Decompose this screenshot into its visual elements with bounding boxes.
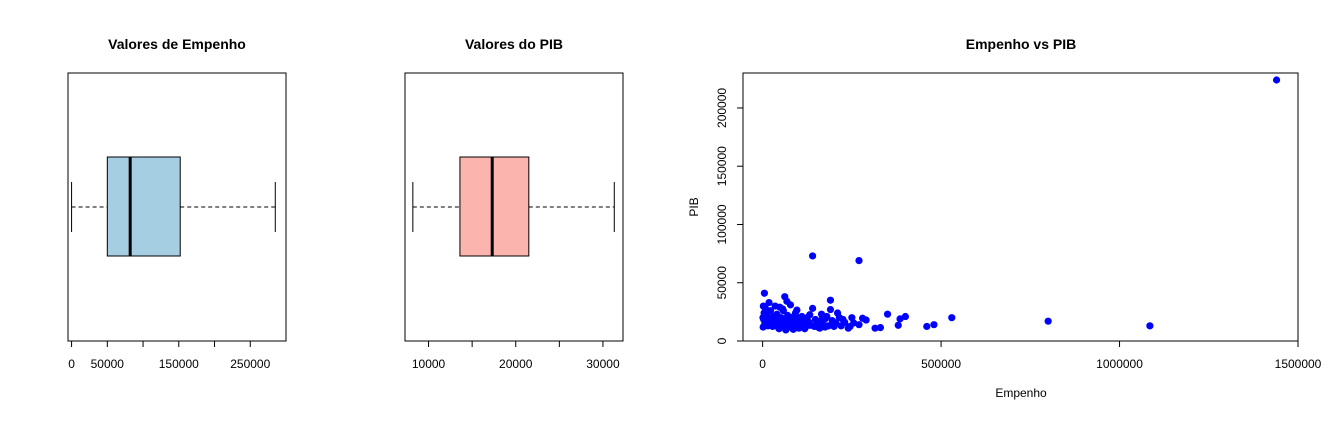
scatter-point [1146,322,1154,330]
scatter-point [818,312,827,320]
y-tick-label-scatter: 100000 [715,204,729,244]
scatter-point [759,302,767,310]
scatter-point [848,314,856,322]
scatter-point [785,314,793,322]
scatter-point [923,322,931,331]
scatter-point [826,305,835,314]
y-axis-label-scatter: PIB [687,197,701,216]
plot-frame-scatter [742,72,1299,342]
scatter-point [811,315,820,324]
x-axis-scatter: 0 500000 1000000 1500000 [759,340,1322,371]
scatter-point [816,324,824,332]
y-tick-label-scatter: 50000 [715,266,729,300]
scatter-point [775,325,783,333]
scatter-point [837,322,845,330]
scatter-point [782,321,790,329]
x-tick-label-scatter: 1000000 [1096,357,1143,371]
boxplot-pib: Valores do PIB 10000 20000 30000 [404,36,624,371]
boxplot-empenho: Valores de Empenho 0 50000 150000 250000 [67,36,287,371]
tick-label-empenho: 0 [68,357,75,371]
y-axis-scatter: 0 50000 100000 150000 200000 [715,88,744,344]
scatter-point [795,324,803,332]
scatter-point [883,310,892,318]
chart-title-scatter: Empenho vs PIB [966,36,1076,52]
x-axis-label-scatter: Empenho [995,386,1047,400]
y-tick-label-scatter: 200000 [715,88,729,128]
scatter-point [771,314,780,322]
scatter-point [806,311,814,319]
scatter-point [760,289,769,297]
tick-label-pib: 30000 [586,357,620,371]
scatter-point [804,321,812,329]
scatter-point [930,321,938,329]
scatter-point [894,321,902,329]
boxplot-marks-empenho [71,156,276,257]
scatter-point [896,315,904,323]
scatter-point [765,298,773,307]
x-tick-label-scatter: 0 [759,357,766,371]
chart-title-empenho: Valores de Empenho [108,36,246,52]
scatter-point [826,296,835,304]
scatter-point [871,324,879,332]
scatter-point [793,306,801,314]
scatter-point [833,309,842,317]
scatter-point [1044,317,1052,325]
y-tick-label-scatter: 150000 [715,146,729,186]
tick-label-empenho: 250000 [230,357,270,371]
scatter-point [876,324,885,332]
scatter-points [759,76,1281,334]
scatter-point [821,323,829,331]
scatter-point [759,323,767,331]
x-tick-label-scatter: 500000 [921,357,961,371]
tick-label-empenho: 150000 [159,357,199,371]
scatter-empenho-vs-pib: Empenho vs PIB 0 500000 1000000 1500000 0 50… [687,36,1322,400]
scatter-point [781,293,789,301]
scatter-point [808,304,817,312]
scatter-point [789,325,797,333]
tick-label-empenho: 50000 [91,357,125,371]
box-empenho [106,156,181,257]
scatter-point [808,252,817,260]
chart-title-pib: Valores do PIB [465,36,563,52]
scatter-point [858,314,867,322]
scatter-point [1272,76,1281,84]
x-axis-pib: 10000 20000 30000 [412,340,620,371]
box-pib [459,156,530,257]
scatter-point [759,314,767,322]
scatter-point [832,319,840,327]
tick-label-pib: 20000 [499,357,533,371]
tick-label-pib: 10000 [412,357,446,371]
x-axis-empenho: 0 50000 150000 250000 [68,340,271,371]
scatter-point [771,302,779,310]
boxplot-marks-pib [412,156,615,257]
y-tick-label-scatter: 0 [715,337,729,344]
x-tick-label-scatter: 1500000 [1275,357,1322,371]
scatter-point [846,322,854,331]
scatter-point [779,305,787,313]
scatter-point [839,315,847,324]
scatter-point [948,314,956,322]
scatter-point [855,257,863,265]
